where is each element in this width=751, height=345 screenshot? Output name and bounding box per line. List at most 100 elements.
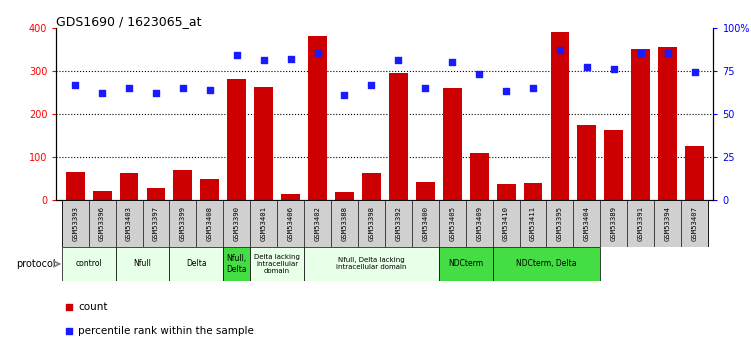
Point (554, 47, 566, 53)
Bar (331, 200, 358, 247)
Bar (550, 32, 569, 200)
Bar (116, 247, 170, 281)
Point (177, 85, 189, 91)
Bar (523, 183, 542, 200)
Bar (385, 200, 412, 247)
Point (285, 56, 297, 61)
Text: Nfull,
Delta: Nfull, Delta (227, 254, 247, 274)
Bar (255, 87, 273, 200)
Text: GSM53411: GSM53411 (530, 206, 536, 241)
Bar (600, 200, 627, 247)
Bar (362, 173, 381, 200)
Text: GSM53398: GSM53398 (369, 206, 375, 241)
Bar (496, 184, 515, 200)
Bar (335, 193, 354, 200)
Text: GSM53393: GSM53393 (72, 206, 78, 241)
Point (581, 65, 593, 70)
Point (366, 82, 378, 87)
Text: GSM53397: GSM53397 (153, 206, 159, 241)
Bar (681, 200, 708, 247)
Bar (304, 247, 439, 281)
Text: GSM53395: GSM53395 (557, 206, 563, 241)
Text: GSM53405: GSM53405 (449, 206, 455, 241)
Bar (439, 200, 466, 247)
Bar (547, 200, 574, 247)
Point (69, 82, 81, 87)
Text: GSM53409: GSM53409 (476, 206, 482, 241)
Text: GSM53406: GSM53406 (288, 206, 294, 241)
Bar (358, 200, 385, 247)
Bar (228, 79, 246, 200)
Bar (578, 125, 596, 200)
Text: control: control (75, 259, 102, 268)
Bar (119, 173, 138, 200)
Text: GSM53410: GSM53410 (503, 206, 509, 241)
Text: protocol: protocol (17, 259, 56, 269)
Bar (308, 36, 327, 200)
Point (312, 51, 324, 56)
Bar (170, 200, 196, 247)
Bar (170, 247, 223, 281)
Text: Nfull, Delta lacking
intracellular domain: Nfull, Delta lacking intracellular domai… (336, 257, 407, 270)
Bar (89, 200, 116, 247)
Text: GDS1690 / 1623065_at: GDS1690 / 1623065_at (56, 14, 202, 28)
Bar (574, 200, 600, 247)
Bar (146, 188, 165, 200)
Text: Nfull: Nfull (134, 259, 152, 268)
Text: GSM53402: GSM53402 (315, 206, 321, 241)
Bar (605, 130, 623, 200)
Text: GSM53394: GSM53394 (665, 206, 671, 241)
Point (150, 90, 162, 96)
Point (608, 66, 620, 72)
Point (500, 89, 512, 94)
Bar (466, 200, 493, 247)
Bar (250, 200, 277, 247)
Bar (66, 172, 85, 200)
Point (635, 51, 647, 56)
Bar (201, 179, 219, 200)
Text: GSM53390: GSM53390 (234, 206, 240, 241)
Text: GSM53388: GSM53388 (342, 206, 348, 241)
Bar (443, 88, 462, 200)
Bar (416, 182, 435, 200)
Bar (173, 170, 192, 200)
Bar (304, 200, 331, 247)
Text: GSM53407: GSM53407 (692, 206, 698, 241)
Bar (627, 200, 654, 247)
Bar (277, 200, 304, 247)
Bar (493, 247, 600, 281)
Point (258, 58, 270, 63)
Bar (143, 200, 170, 247)
Text: GSM53396: GSM53396 (99, 206, 105, 241)
Point (499, 218, 511, 224)
Bar (658, 47, 677, 200)
Bar (412, 200, 439, 247)
Bar (389, 73, 408, 200)
Text: percentile rank within the sample: percentile rank within the sample (78, 326, 254, 336)
Bar (469, 152, 489, 200)
Bar (116, 200, 143, 247)
Point (204, 87, 216, 92)
Bar (223, 200, 250, 247)
Text: Delta: Delta (186, 259, 207, 268)
Point (419, 85, 431, 91)
Bar (632, 49, 650, 200)
Text: GSM53391: GSM53391 (638, 206, 644, 241)
Point (499, 0, 511, 4)
Text: GSM53389: GSM53389 (611, 206, 617, 241)
Bar (493, 200, 520, 247)
Point (231, 52, 243, 58)
Text: NDCterm, Delta: NDCterm, Delta (516, 259, 577, 268)
Point (123, 85, 135, 91)
Text: GSM53408: GSM53408 (207, 206, 213, 241)
Text: count: count (78, 302, 107, 312)
Text: GSM53403: GSM53403 (126, 206, 132, 241)
Point (689, 70, 701, 75)
Bar (281, 194, 300, 200)
Point (473, 71, 485, 77)
Bar (250, 247, 304, 281)
Point (446, 59, 458, 65)
Bar (654, 200, 681, 247)
Text: GSM53404: GSM53404 (584, 206, 590, 241)
Point (96, 90, 108, 96)
